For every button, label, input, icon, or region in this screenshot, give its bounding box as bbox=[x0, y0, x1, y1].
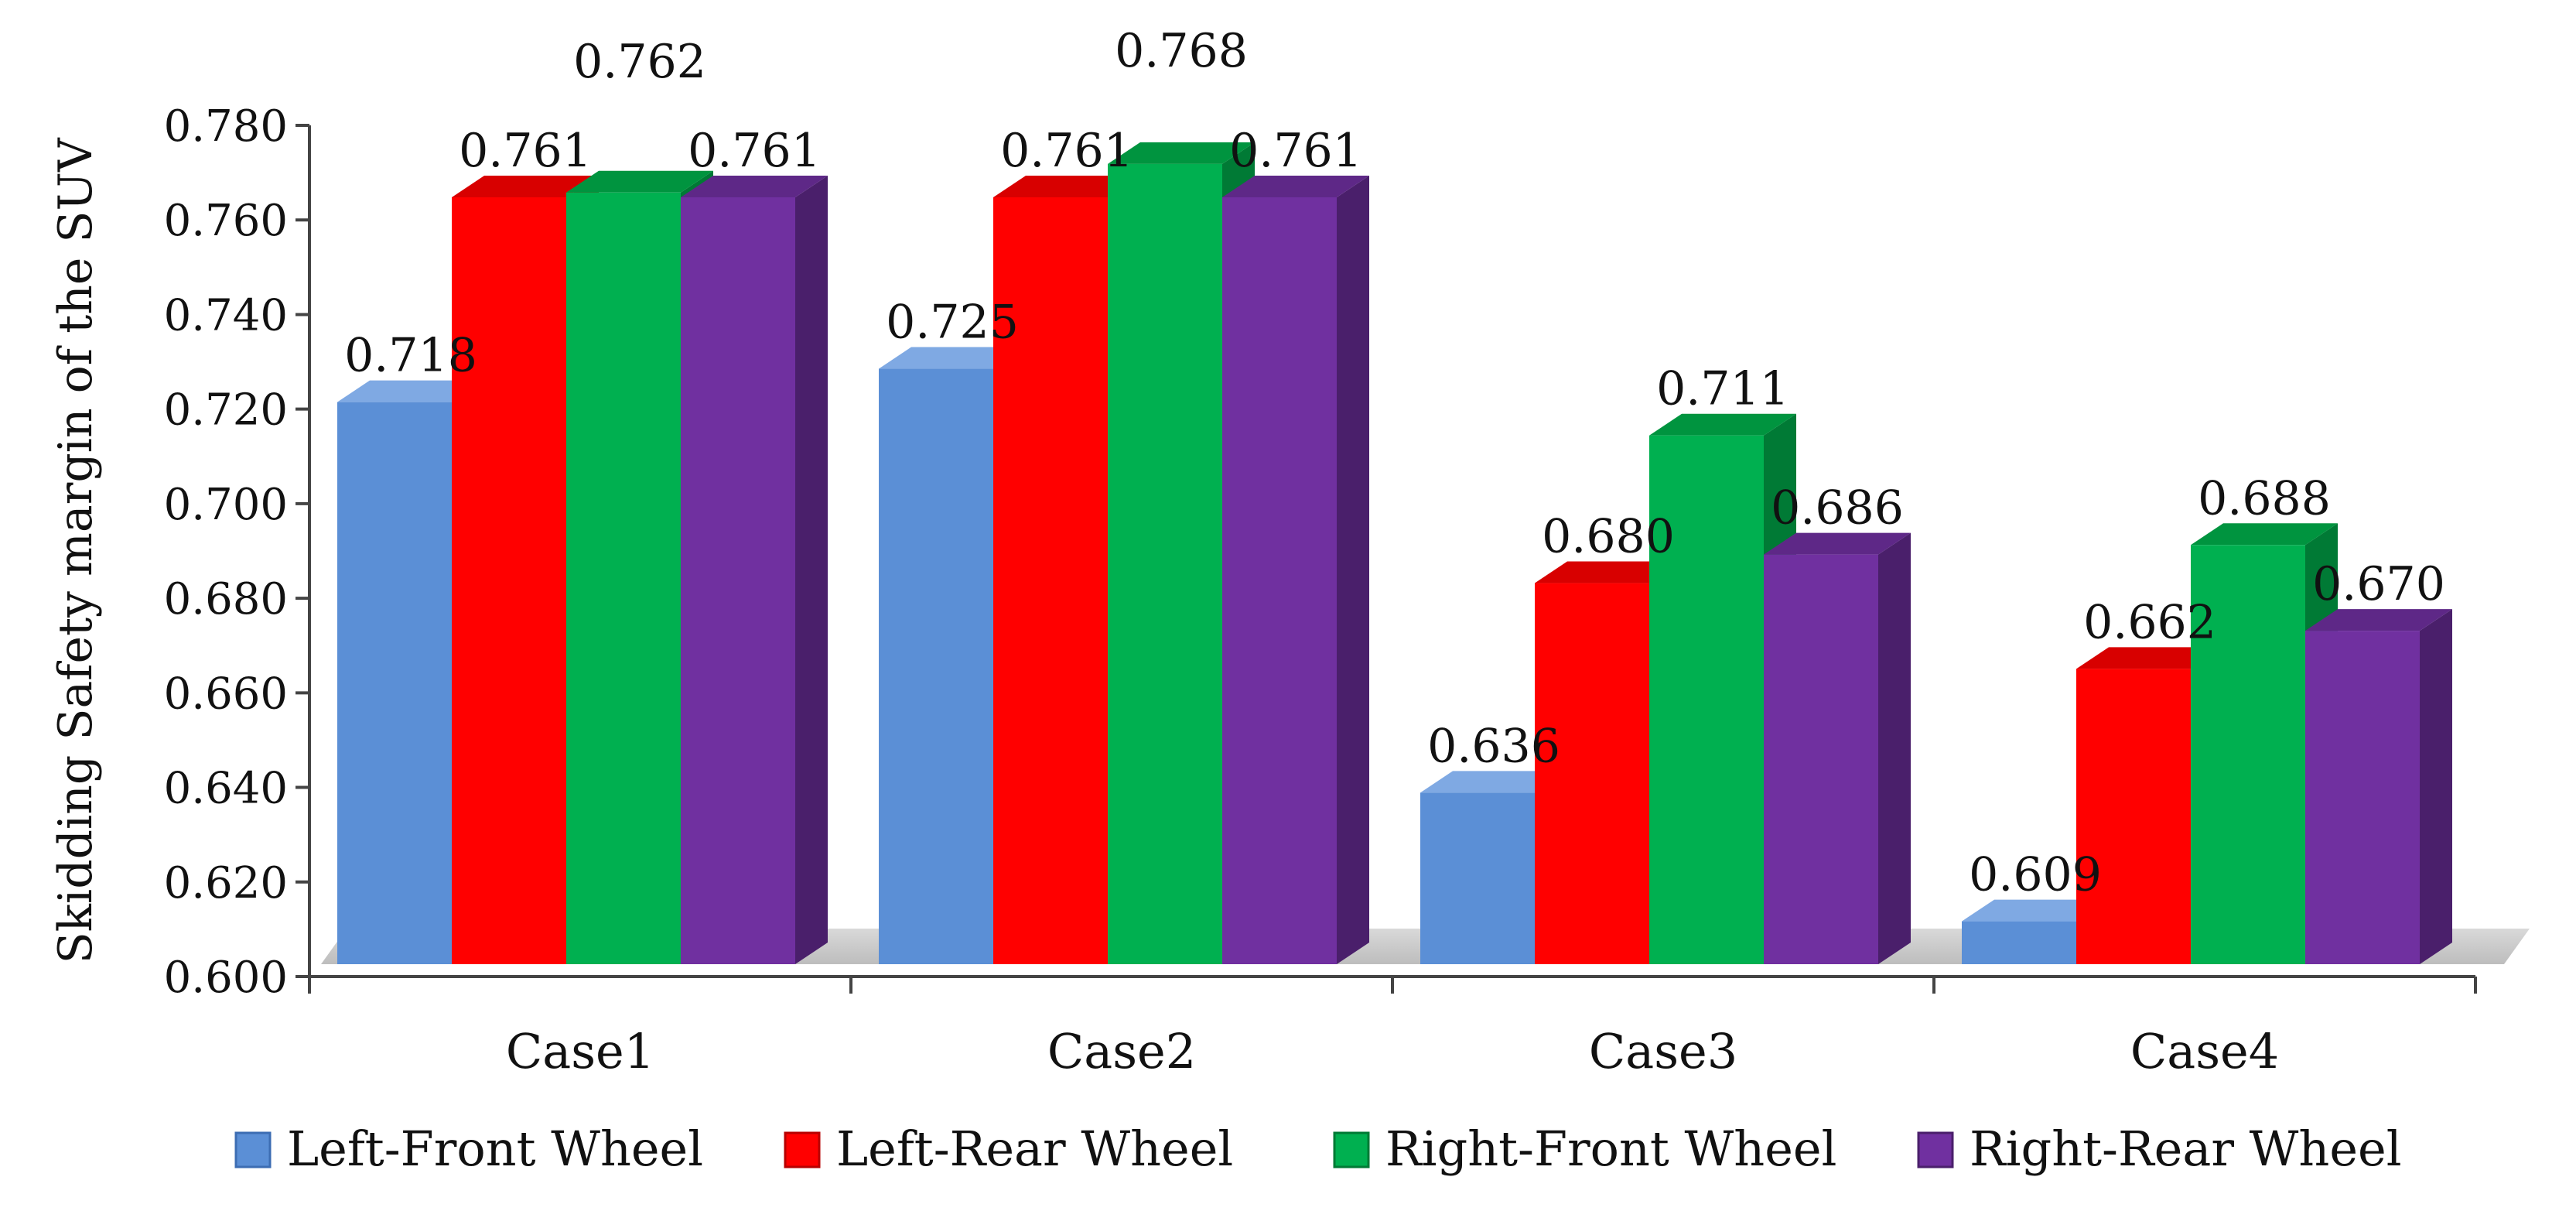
data-label: 0.711 bbox=[1656, 362, 1789, 416]
bar-front bbox=[993, 197, 1108, 964]
data-label: 0.718 bbox=[344, 329, 477, 383]
bar-top bbox=[879, 347, 1026, 369]
bar-front bbox=[566, 192, 681, 965]
bar-side bbox=[2420, 609, 2452, 964]
y-tick-label: 0.720 bbox=[164, 385, 288, 436]
legend-item: Right-Rear Wheel bbox=[1917, 1120, 2402, 1177]
legend-swatch bbox=[234, 1131, 272, 1168]
y-tick-label: 0.660 bbox=[164, 669, 288, 719]
bar-front bbox=[1108, 163, 1222, 964]
y-tick-label: 0.620 bbox=[164, 858, 288, 908]
data-label: 0.636 bbox=[1427, 719, 1560, 773]
legend-swatch bbox=[1333, 1131, 1370, 1168]
bar-top bbox=[566, 170, 713, 193]
bar-front bbox=[1962, 921, 2076, 964]
bar-front bbox=[337, 402, 452, 964]
y-tick-label: 0.760 bbox=[164, 196, 288, 246]
bar-front bbox=[452, 197, 566, 964]
y-tick-label: 0.700 bbox=[164, 480, 288, 530]
data-label: 0.725 bbox=[886, 296, 1019, 350]
bar-top bbox=[1222, 175, 1369, 197]
bar bbox=[681, 175, 828, 964]
legend-label: Left-Front Wheel bbox=[287, 1120, 703, 1177]
x-category-label: Case4 bbox=[2130, 1023, 2279, 1079]
bar-top bbox=[1535, 561, 1682, 583]
bar-side bbox=[1878, 532, 1911, 964]
legend-label: Left-Rear Wheel bbox=[836, 1120, 1233, 1177]
data-label: 0.768 bbox=[1115, 24, 1248, 78]
bar-front bbox=[1649, 435, 1764, 964]
y-tick-label: 0.680 bbox=[164, 574, 288, 624]
bar-front bbox=[2076, 669, 2191, 964]
data-label: 0.686 bbox=[1771, 481, 1904, 535]
bar-top bbox=[681, 175, 828, 197]
bar-top bbox=[2191, 523, 2338, 546]
y-tick-label: 0.740 bbox=[164, 290, 288, 340]
legend-item: Left-Front Wheel bbox=[234, 1120, 703, 1177]
bar-top bbox=[1649, 413, 1796, 436]
y-axis-title: Skidding Safety margin of the SUV bbox=[49, 137, 103, 964]
bar-top bbox=[1420, 771, 1567, 793]
legend-label: Right-Front Wheel bbox=[1385, 1120, 1836, 1177]
bar-front bbox=[2305, 631, 2420, 964]
data-label: 0.761 bbox=[459, 124, 592, 178]
data-label: 0.688 bbox=[2198, 471, 2331, 525]
bar-front bbox=[1535, 583, 1649, 964]
bar-front bbox=[1420, 792, 1535, 964]
legend-label: Right-Rear Wheel bbox=[1970, 1120, 2402, 1177]
bar-front bbox=[1764, 554, 1878, 964]
data-label: 0.680 bbox=[1542, 510, 1675, 564]
bar-top bbox=[2305, 609, 2452, 631]
bar-top bbox=[337, 380, 484, 402]
x-category-label: Case3 bbox=[1589, 1023, 1737, 1079]
bar-top bbox=[1108, 142, 1255, 164]
bar-top bbox=[1764, 532, 1911, 555]
bar bbox=[1535, 561, 1682, 964]
x-category-label: Case1 bbox=[506, 1023, 654, 1079]
data-label: 0.762 bbox=[573, 35, 706, 89]
bar-front bbox=[1222, 197, 1337, 964]
bar-side bbox=[1337, 175, 1369, 964]
data-label: 0.761 bbox=[688, 124, 821, 178]
bar bbox=[1222, 175, 1369, 964]
bar-top bbox=[1962, 899, 2109, 922]
data-label: 0.761 bbox=[1229, 124, 1362, 178]
bar bbox=[1764, 532, 1911, 964]
bar-side bbox=[795, 175, 828, 964]
legend-swatch bbox=[784, 1131, 821, 1168]
y-tick-label: 0.600 bbox=[164, 953, 288, 1003]
data-label: 0.761 bbox=[1000, 124, 1133, 178]
bar-front bbox=[681, 197, 795, 964]
legend-item: Right-Front Wheel bbox=[1333, 1120, 1836, 1177]
data-label: 0.609 bbox=[1969, 848, 2102, 902]
bar-top bbox=[2076, 647, 2223, 669]
bar-front bbox=[879, 368, 993, 964]
bar-front bbox=[2191, 545, 2305, 964]
bar-top bbox=[452, 175, 599, 197]
data-label: 0.670 bbox=[2312, 557, 2445, 611]
data-label: 0.662 bbox=[2083, 595, 2216, 649]
x-category-label: Case2 bbox=[1047, 1023, 1196, 1079]
y-tick-label: 0.640 bbox=[164, 764, 288, 814]
bar-top bbox=[993, 175, 1140, 197]
legend-swatch bbox=[1917, 1131, 1954, 1168]
bar bbox=[2305, 609, 2452, 964]
y-tick-label: 0.780 bbox=[164, 101, 288, 152]
legend-item: Left-Rear Wheel bbox=[784, 1120, 1233, 1177]
